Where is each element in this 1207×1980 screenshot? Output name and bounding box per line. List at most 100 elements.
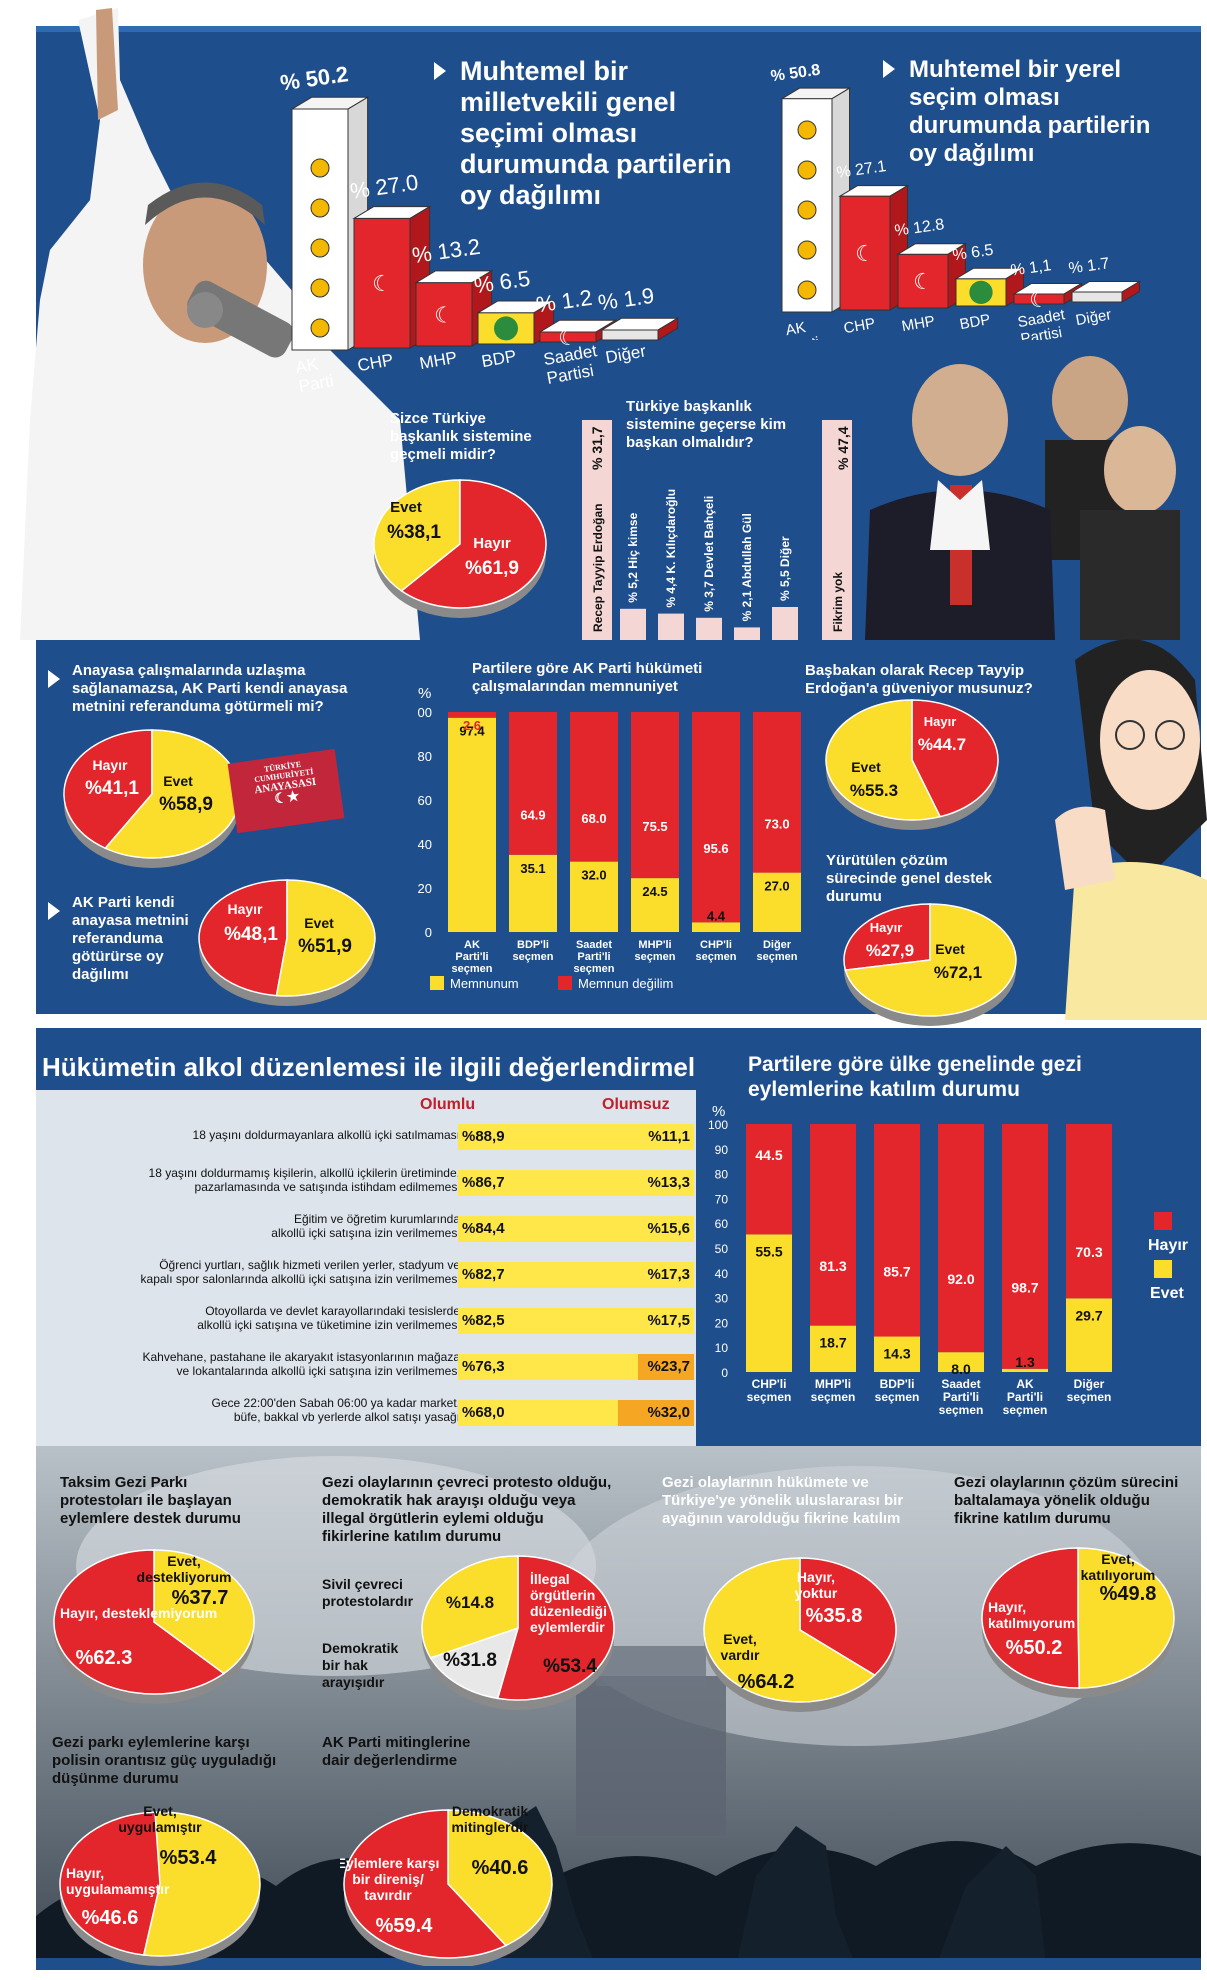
akp-bulb-icon [797, 240, 817, 260]
bar-value-hayir: 85.7 [883, 1263, 910, 1279]
woman-illustration [1055, 639, 1207, 1020]
alcohol-negative-value: %32,0 [647, 1404, 690, 1421]
alcohol-row: Eğitim ve öğretim kurumlarında alkollü iç… [36, 1210, 696, 1258]
choice-bar [658, 613, 684, 640]
bar-value-yes: 97.4 [459, 724, 485, 739]
bar-category-label: MHP [900, 313, 936, 336]
gezi-peace-title: Gezi olaylarının çözüm sürecini baltalam… [954, 1474, 1179, 1527]
constitution-book: TÜRKİYE CUMHURİYETİ ANAYASASI ☾★ [227, 748, 345, 834]
pie-slice [981, 1547, 1080, 1689]
bar-category-label: CHP [842, 315, 876, 337]
pie-slice [198, 879, 288, 997]
bar-value-no: 64.9 [520, 807, 545, 822]
pie-label-hayir: Hayır [92, 757, 128, 773]
bullet-arrow-icon [48, 670, 60, 688]
choice-label: % 3,7 Devlet Bahçeli [702, 496, 716, 612]
pie-slice [421, 1555, 519, 1659]
presidential-question: Sizce Türkiye başkanlık sistemine geçmel… [390, 410, 532, 463]
alcohol-negative-value: %23,7 [647, 1358, 690, 1375]
bar-hayir [938, 1124, 984, 1353]
alcohol-row-line1: Öğrenci yurtları, sağlık hizmeti verilen… [159, 1258, 460, 1272]
alcohol-row-label: Gece 22:00'den Sabah 06:00 ya kadar mark… [40, 1396, 460, 1424]
bar-value-hayir: 98.7 [1011, 1279, 1038, 1295]
bar-value-label: % 50.2 [279, 61, 350, 95]
alcohol-row-line2: kapalı spor salonlarında alkollü içki sa… [140, 1272, 460, 1286]
pie-value-c: %53.4 [543, 1656, 597, 1677]
bar-memnunum [509, 854, 557, 932]
alcohol-bar: %86,7 %13,3 [458, 1170, 694, 1196]
bar-front [291, 108, 349, 351]
bar-evet [938, 1352, 984, 1372]
olumlu-header: Olumlu [420, 1096, 476, 1113]
gezi-rallies-title: AK Parti mitinglerine dair değerlendirme [322, 1734, 471, 1769]
bar-category-label: Diğer [1074, 306, 1112, 329]
pie-slice [447, 1809, 553, 1947]
bar-value-evet: 29.7 [1075, 1307, 1102, 1323]
pie-slice [843, 903, 931, 971]
pie-label-hayir: Hayır [924, 714, 957, 729]
bar-value-evet: 8.0 [951, 1361, 971, 1377]
bar-hayir [746, 1124, 792, 1235]
alcohol-positive-value: %84,4 [462, 1220, 505, 1237]
bar-value-label: % 1.9 [596, 283, 655, 316]
alcohol-row-label: Öğrenci yurtları, sağlık hizmeti verilen… [40, 1258, 460, 1286]
alcohol-negative-value: %17,3 [647, 1266, 690, 1283]
bar-side [657, 317, 679, 341]
bar-value-evet: 1.3 [1015, 1354, 1035, 1370]
choice-bar [734, 627, 760, 640]
pie-value-b: %59.4 [376, 1915, 434, 1937]
pie-value-evet: %55.3 [850, 781, 898, 800]
pie-value-evet: %72,1 [934, 963, 982, 982]
akp-bulb-icon [310, 238, 330, 258]
alcohol-positive-value: %82,7 [462, 1266, 505, 1283]
bar-category-label: AK Parti'li seçmen [452, 939, 493, 975]
bar-category-label: BDP'li seçmen [513, 939, 554, 963]
pie-slice [59, 1811, 161, 1956]
pie-slice [53, 1549, 226, 1695]
alcohol-row-label: 18 yaşını doldurmamış kişilerin, alkollü… [40, 1166, 460, 1194]
gezi-party-title: Partilere göre ülke genelinde gezi eylem… [748, 1053, 1082, 1101]
bar-side [1121, 280, 1140, 303]
alcohol-bar-negative [667, 1124, 694, 1150]
pie-label-no: Hayır, desteklemiyorum [60, 1605, 217, 1621]
akp-bulb-icon [310, 278, 330, 298]
bar-value-no: 73.0 [764, 816, 789, 831]
bar-value-yes: 27.0 [764, 879, 789, 894]
alcohol-row: 18 yaşını doldurmamış kişilerin, alkollü… [36, 1164, 696, 1212]
pie-slice [153, 1549, 255, 1675]
pie-value-hayir: %61,9 [465, 558, 519, 579]
choice-name-label: Fikrim yok [831, 572, 845, 632]
bar-value-hayir: 81.3 [819, 1258, 846, 1274]
party-emblem-icon [494, 316, 518, 341]
pie-label-no: Hayır, katılmıyorum [988, 1599, 1075, 1631]
bar-memnun-degil [631, 712, 679, 879]
bar-category-label: Diğer seçmen [757, 939, 798, 963]
bar-value-no: 68.0 [581, 811, 606, 826]
bar-value-hayir: 92.0 [947, 1271, 974, 1287]
bar-category-label: Diğer [604, 341, 648, 367]
alcohol-bar: %84,4 %15,6 [458, 1216, 694, 1242]
akp-bulb-icon [310, 318, 330, 338]
pie-value-evet: %38,1 [387, 522, 441, 543]
bar-category-label: CHP [356, 350, 395, 375]
pie-slice [373, 479, 461, 592]
bar-memnun-degil [692, 712, 740, 923]
legend-evet-label: Evet [1150, 1285, 1184, 1302]
pie-label-evet: Evet [851, 759, 881, 775]
party-emblem-icon: ☾ [372, 271, 392, 296]
alcohol-row-label: Otoyollarda ve devlet karayollarındaki t… [40, 1304, 460, 1332]
alcohol-row: 18 yaşını doldurmayanlara alkollü içki s… [36, 1118, 696, 1166]
gezi-nature-pie: İllegal örgütlerin düzenlediği eylemlerdir%… [421, 1555, 615, 1710]
bar-category-label: AKParti [294, 352, 335, 395]
alcohol-row-label: Eğitim ve öğretim kurumlarında alkollü iç… [40, 1212, 460, 1240]
bar-value-label: % 50.8 [770, 62, 822, 86]
bar-hayir [874, 1124, 920, 1337]
alcohol-bar: %76,3 %23,7 [458, 1354, 694, 1380]
bar-value-evet: 14.3 [883, 1346, 910, 1362]
akp-bulb-icon [310, 198, 330, 218]
bar-value-label: % 6.5 [952, 242, 995, 265]
alcohol-negative-value: %17,5 [647, 1312, 690, 1329]
pie-value-a: %14.8 [446, 1593, 494, 1612]
bullet-arrow-icon [434, 62, 446, 80]
bar-value-no: 95.6 [703, 841, 728, 856]
